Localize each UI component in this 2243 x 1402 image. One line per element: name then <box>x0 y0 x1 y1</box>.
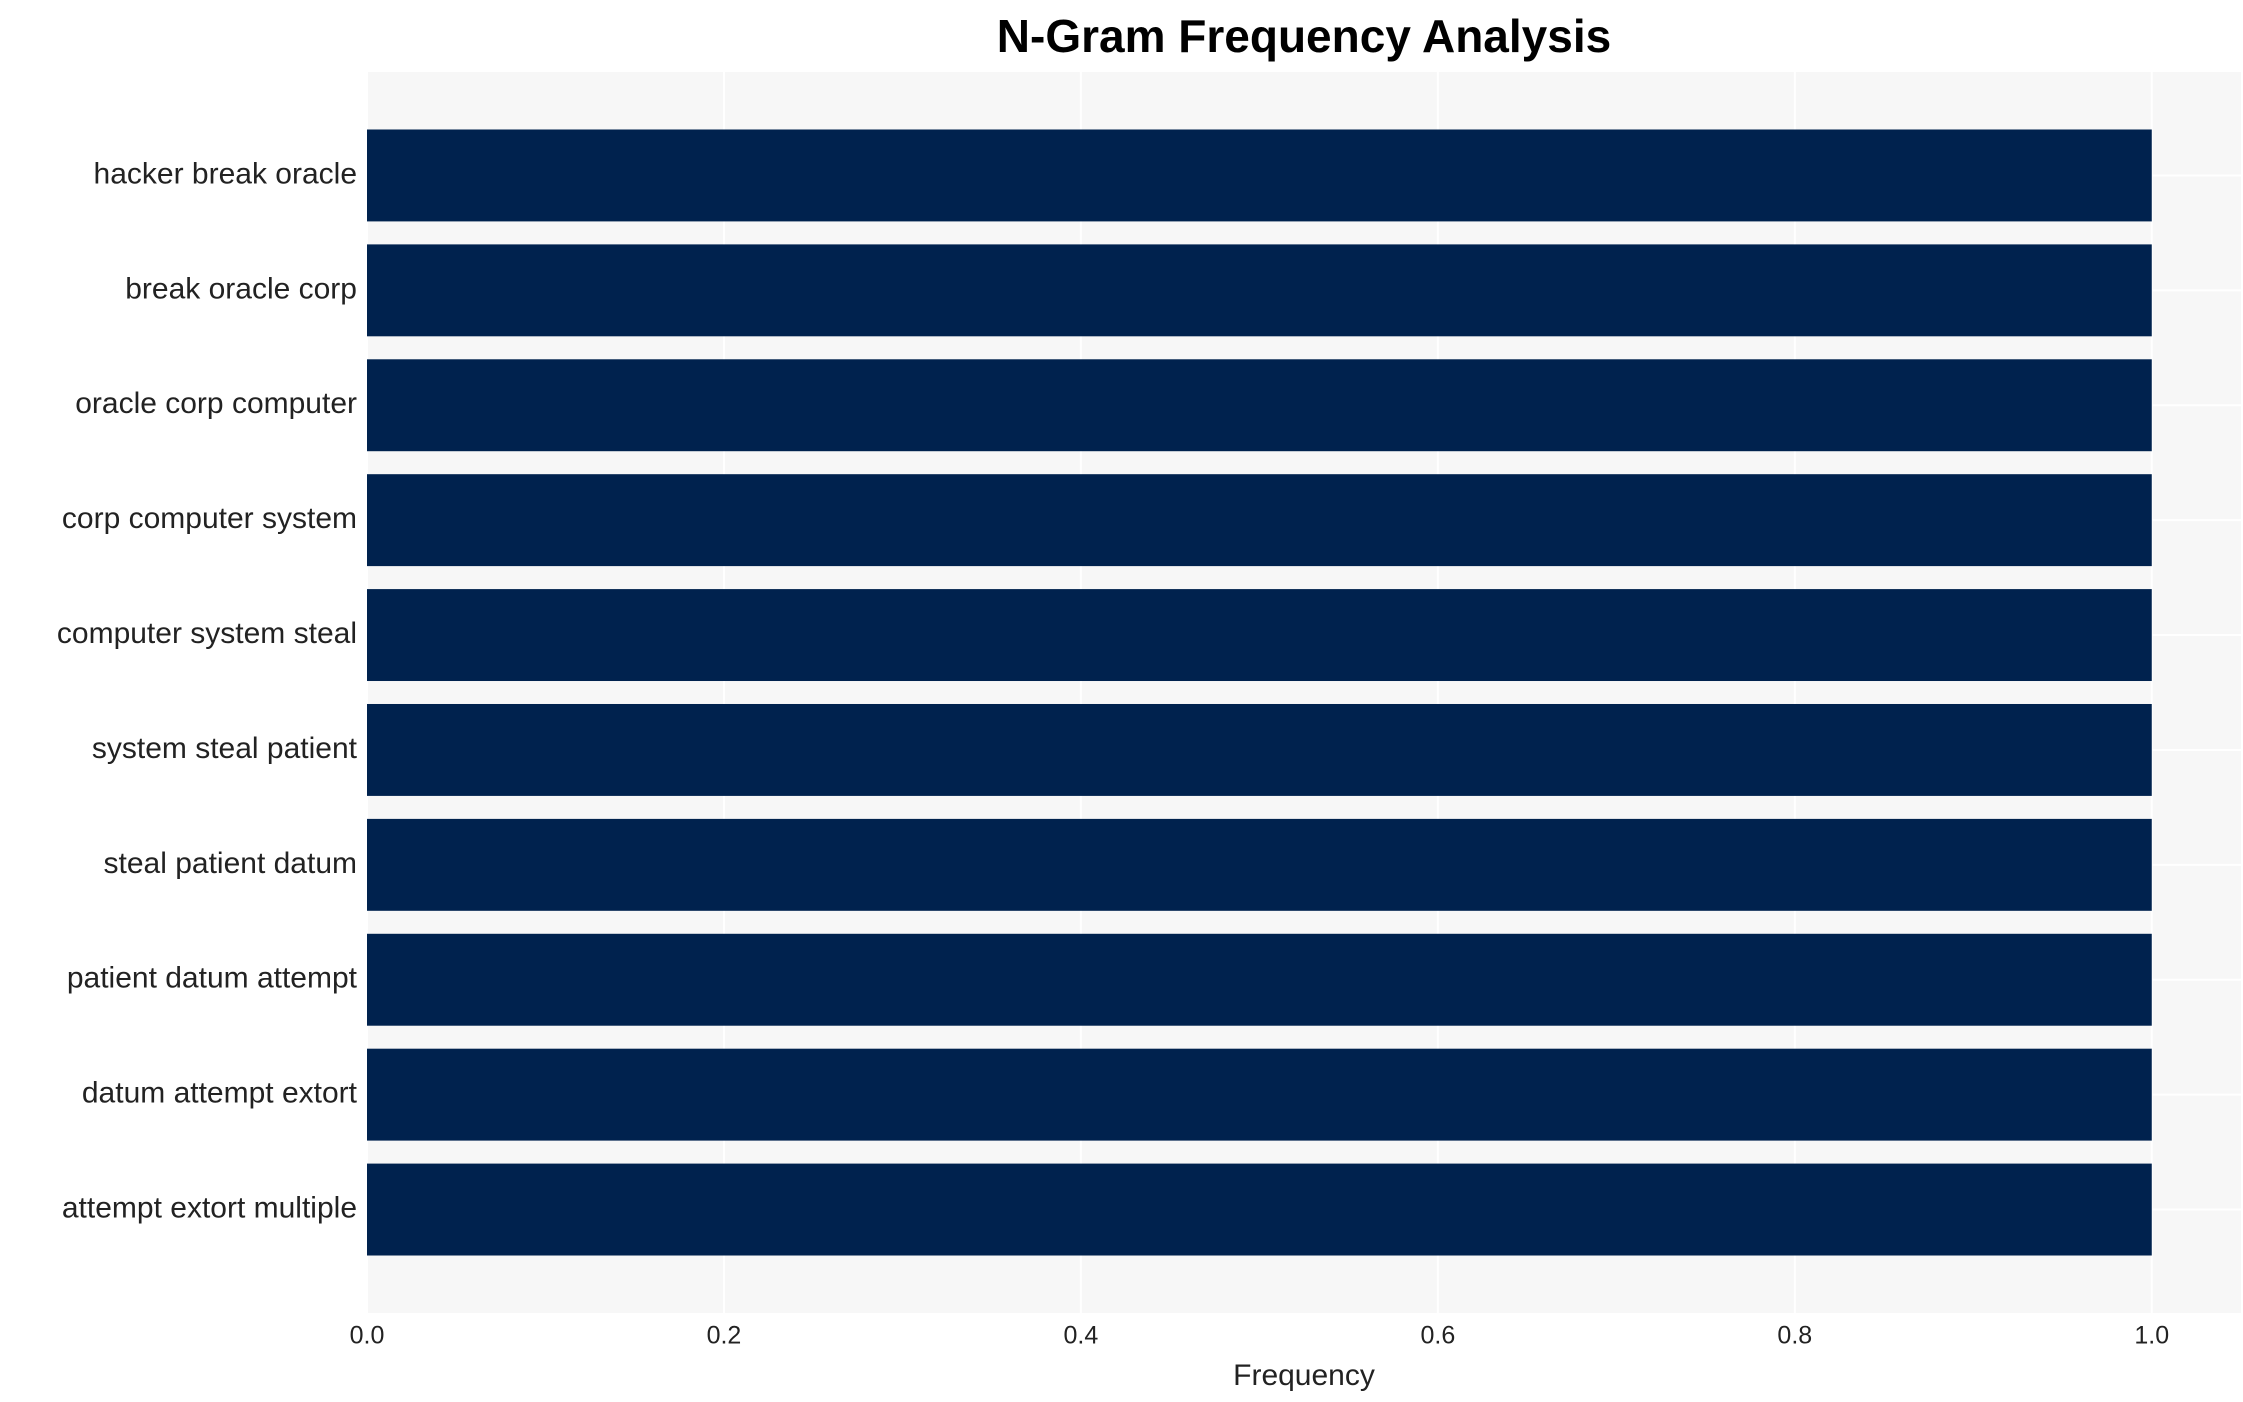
bar <box>367 703 2152 796</box>
y-tick-label: system steal patient <box>92 732 358 765</box>
y-tick-label: corp computer system <box>62 502 357 535</box>
x-tick-label: 1.0 <box>2134 1322 2169 1350</box>
bar <box>367 359 2152 452</box>
bar <box>367 244 2152 337</box>
y-tick-label: steal patient datum <box>104 847 358 880</box>
bar <box>367 589 2152 682</box>
y-tick-label: attempt extort multiple <box>62 1191 357 1224</box>
y-tick-label: datum attempt extort <box>82 1077 358 1110</box>
bar <box>367 933 2152 1026</box>
y-tick-label: patient datum attempt <box>67 962 358 995</box>
bar <box>367 1048 2152 1141</box>
bar <box>367 129 2152 222</box>
y-tick-label: hacker break oracle <box>94 157 357 190</box>
x-tick-label: 0.0 <box>350 1322 385 1350</box>
bar <box>367 1163 2152 1256</box>
y-tick-label: break oracle corp <box>125 272 357 305</box>
x-tick-label: 0.6 <box>1420 1322 1455 1350</box>
x-tick-label: 0.8 <box>1777 1322 1812 1350</box>
x-axis-label: Frequency <box>1233 1359 1375 1392</box>
bar <box>367 818 2152 911</box>
chart-title: N-Gram Frequency Analysis <box>997 10 1611 62</box>
x-tick-label: 0.4 <box>1064 1322 1099 1350</box>
y-tick-label: oracle corp computer <box>75 387 357 420</box>
y-tick-label: computer system steal <box>57 617 357 650</box>
bar <box>367 474 2152 567</box>
x-tick-label: 0.2 <box>707 1322 742 1350</box>
